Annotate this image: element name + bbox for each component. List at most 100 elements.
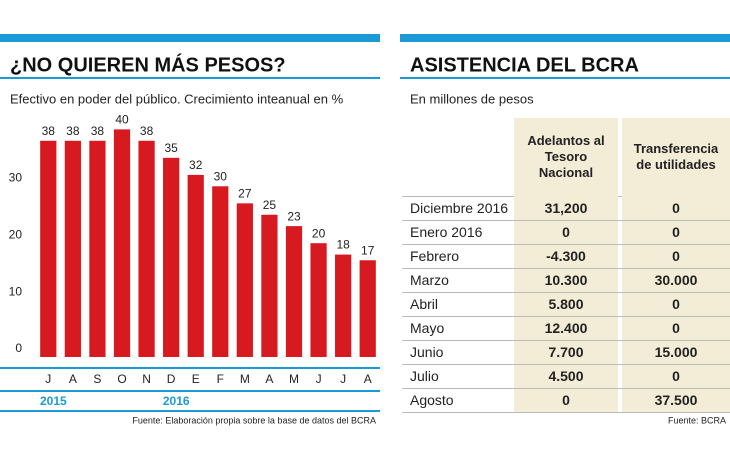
gap-cell [510, 220, 514, 245]
bar [335, 254, 352, 357]
x-tick-label: M [289, 372, 299, 386]
gap-cell [510, 268, 514, 293]
chart-title: ¿NO QUIEREN MÁS PESOS? [10, 53, 286, 76]
gap-cell [618, 244, 622, 269]
row-label: Mayo [402, 316, 510, 341]
value-label: 25 [263, 198, 277, 212]
bar [212, 186, 229, 357]
x-tick-label: J [316, 372, 322, 386]
x-tick-label: A [265, 372, 273, 386]
value-label: 38 [91, 124, 105, 138]
gap-cell [618, 118, 622, 197]
bar [310, 243, 327, 357]
x-tick-label: N [142, 372, 151, 386]
value-label: 27 [238, 187, 252, 201]
table-row: Abril 5.800 0 [402, 292, 730, 317]
cell: 0 [514, 220, 618, 245]
x-tick-label: M [240, 372, 250, 386]
cell: 0 [622, 196, 730, 221]
row-label: Diciembre 2016 [402, 196, 510, 221]
table-source: Fuente: BCRA [668, 415, 726, 425]
y-tick-label: 30 [9, 170, 23, 184]
value-label: 38 [66, 124, 80, 138]
row-label: Julio [402, 364, 510, 389]
gap-cell [618, 340, 622, 365]
table-row: Mayo 12.400 0 [402, 316, 730, 341]
header-bar [0, 34, 380, 42]
bar [163, 157, 180, 357]
bar [285, 226, 303, 357]
cell: 7.700 [514, 340, 618, 365]
bar [187, 174, 204, 357]
data-table: Adelantos al Tesoro Nacional Transferenci… [402, 118, 730, 413]
value-label: 18 [336, 238, 350, 252]
cell: 0 [622, 316, 730, 341]
cell: 0 [514, 388, 618, 413]
row-label: Febrero [402, 244, 510, 269]
value-label: 32 [189, 158, 203, 172]
value-label: 30 [214, 169, 228, 183]
table-row: Marzo 10.300 30.000 [402, 268, 730, 293]
table-row: Junio 7.700 15.000 [402, 340, 730, 365]
bar [89, 140, 106, 357]
gap-cell [510, 244, 514, 269]
year-label: 2015 [40, 394, 67, 408]
row-label: Marzo [402, 268, 510, 293]
bar [236, 203, 253, 357]
cell: 0 [622, 244, 730, 269]
bar [261, 214, 278, 357]
x-tick-label: D [167, 372, 176, 386]
gap-cell [618, 292, 622, 317]
cell: 4.500 [514, 364, 618, 389]
value-label: 40 [115, 113, 129, 127]
column-header: Transferencia de utilidades [622, 118, 730, 196]
gap-cell [510, 340, 514, 365]
cell: 31,200 [514, 196, 618, 221]
cell: 0 [622, 292, 730, 317]
cell: 12.400 [514, 316, 618, 341]
x-tick-label: A [364, 372, 372, 386]
bar [359, 260, 376, 357]
table-row: Diciembre 2016 31,200 0 [402, 196, 730, 221]
gap-cell [618, 196, 622, 221]
table-row: Agosto 0 37.500 [402, 388, 730, 413]
x-tick-label: J [45, 372, 51, 386]
gap-cell [510, 292, 514, 317]
gap-cell [510, 388, 514, 413]
year-label: 2016 [163, 394, 190, 408]
bar [113, 129, 131, 357]
value-label: 17 [361, 243, 375, 257]
y-tick-label: 20 [9, 227, 23, 241]
chart-subtitle: Efectivo en poder del público. Crecimien… [10, 91, 344, 106]
column-header: Adelantos al Tesoro Nacional [514, 118, 618, 196]
row-label: Junio [402, 340, 510, 365]
value-label: 20 [312, 226, 326, 240]
bar [64, 140, 81, 357]
table-title: ASISTENCIA DEL BCRA [410, 54, 639, 76]
cell: 30.000 [622, 268, 730, 293]
gap-cell [510, 364, 514, 389]
cell: 5.800 [514, 292, 618, 317]
gap-cell [618, 316, 622, 341]
cell: -4.300 [514, 244, 618, 269]
gap-cell [618, 268, 622, 293]
x-tick-label: O [117, 372, 126, 386]
gap-cell [510, 118, 514, 197]
gap-cell [510, 196, 514, 221]
gap-cell [618, 364, 622, 389]
value-label: 35 [164, 141, 178, 155]
gap-cell [510, 316, 514, 341]
header-bar [400, 34, 730, 42]
y-tick-label: 10 [9, 284, 23, 298]
table-row: Enero 2016 0 0 [402, 220, 730, 245]
value-label: 38 [140, 124, 154, 138]
row-label: Agosto [402, 388, 510, 413]
x-tick-label: F [217, 372, 224, 386]
x-tick-label: A [69, 372, 77, 386]
row-label: Enero 2016 [402, 220, 510, 245]
y-tick-label: 0 [15, 341, 22, 355]
table-row: Julio 4.500 0 [402, 364, 730, 389]
cell: 37.500 [622, 388, 730, 413]
